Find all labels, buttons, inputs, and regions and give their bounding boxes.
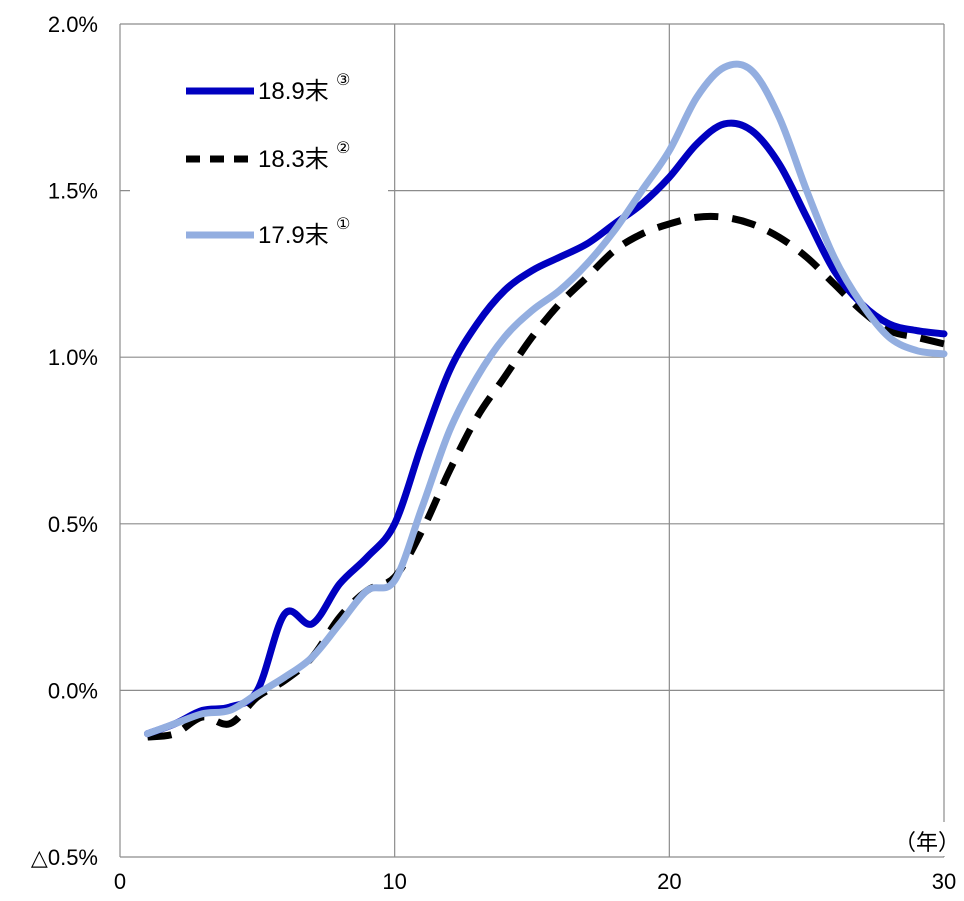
legend-box [130,64,388,260]
y-tick-label: 0.5% [48,512,98,537]
x-tick-label: 30 [932,869,956,894]
x-tick-label: 20 [657,869,681,894]
x-tick-label: 10 [382,869,406,894]
legend-marker: ③ [336,70,350,89]
legend-label: 18.9末 [258,78,329,105]
series-line-1 [143,119,948,738]
legend: 18.9末 ③ 18.3末 ② 17.9末 ① [130,64,388,260]
legend-marker: ① [336,214,350,233]
x-unit-bg [896,822,960,856]
y-tick-label: 1.5% [48,179,98,204]
legend-label: 18.3末 [258,146,329,173]
x-unit-label: （年） [894,830,960,855]
y-tick-label: 2.0% [48,12,98,37]
tick-labels: △0.5% 0.0% 0.5% 1.0% 1.5% 2.0% 0 10 20 30 （年） [31,12,960,894]
x-tick-label: 0 [114,869,126,894]
legend-marker: ② [336,138,350,157]
y-tick-label: △0.5% [31,845,98,870]
y-tick-label: 0.0% [48,678,98,703]
y-tick-label: 1.0% [48,345,98,370]
series-layer [143,60,948,741]
series-line-3 [143,60,948,738]
legend-label: 17.9末 [258,222,329,249]
